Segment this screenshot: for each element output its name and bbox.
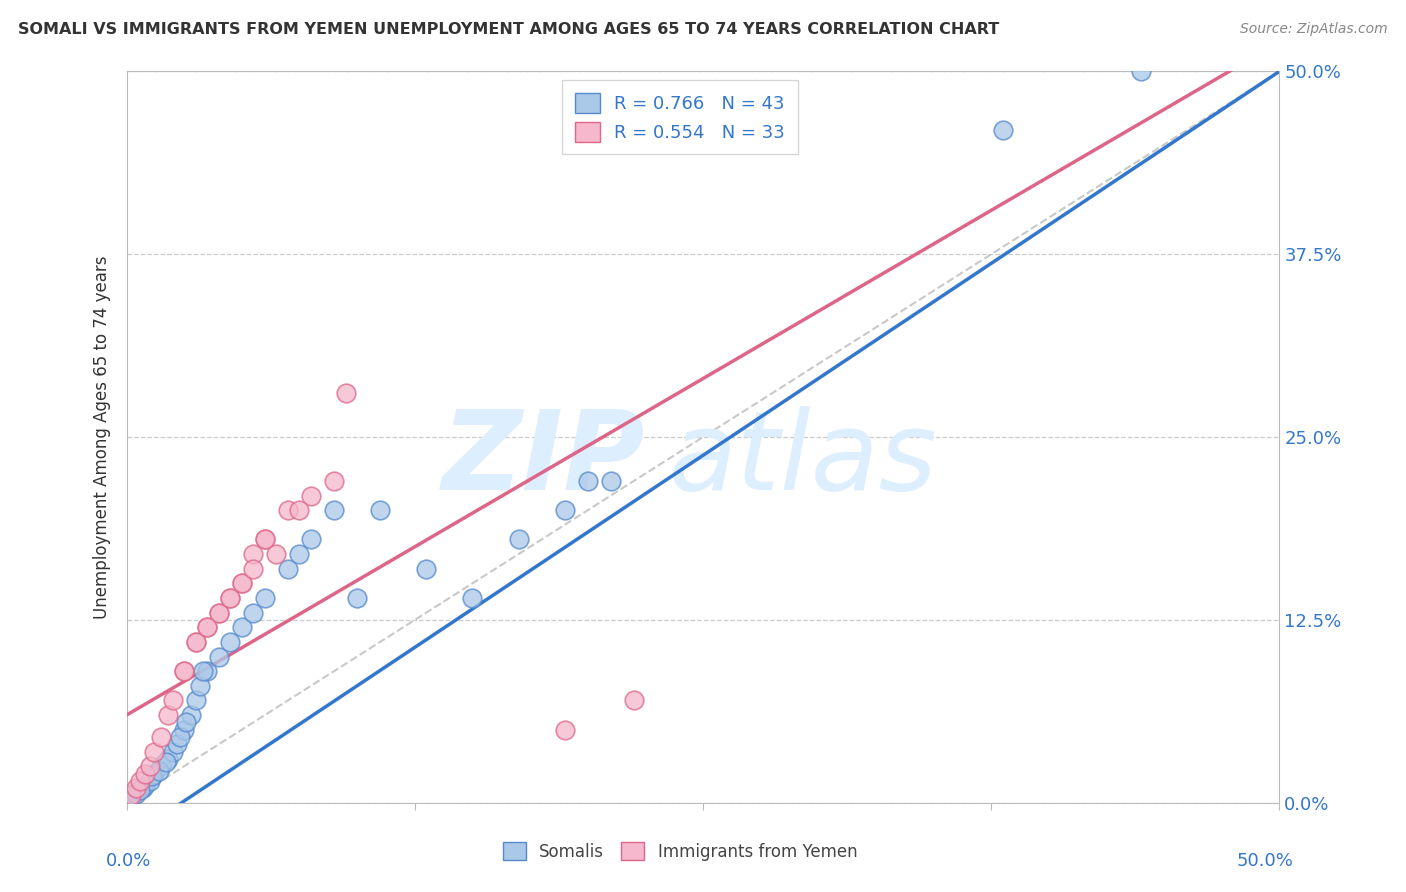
Legend: Somalis, Immigrants from Yemen: Somalis, Immigrants from Yemen <box>496 836 863 868</box>
Point <box>576 474 599 488</box>
Point <box>195 620 218 634</box>
Text: 0.0%: 0.0% <box>105 852 150 870</box>
Point <box>253 533 276 547</box>
Point <box>162 745 184 759</box>
Point <box>150 730 173 744</box>
Point <box>299 533 322 547</box>
Point <box>231 576 253 591</box>
Point <box>242 606 264 620</box>
Point <box>508 533 530 547</box>
Point <box>162 693 184 707</box>
Point <box>266 547 288 561</box>
Point <box>242 547 264 561</box>
Point <box>184 635 207 649</box>
Point <box>148 764 170 778</box>
Point <box>219 635 242 649</box>
Point <box>323 503 346 517</box>
Point <box>277 503 299 517</box>
Point <box>134 778 156 792</box>
Text: atlas: atlas <box>668 406 936 513</box>
Point <box>277 562 299 576</box>
Point <box>173 664 195 678</box>
Point <box>122 789 145 803</box>
Point <box>288 547 311 561</box>
Point <box>184 635 207 649</box>
Point <box>129 782 152 797</box>
Point <box>166 737 188 751</box>
Point <box>176 715 198 730</box>
Text: SOMALI VS IMMIGRANTS FROM YEMEN UNEMPLOYMENT AMONG AGES 65 TO 74 YEARS CORRELATI: SOMALI VS IMMIGRANTS FROM YEMEN UNEMPLOY… <box>18 22 1000 37</box>
Point <box>208 606 231 620</box>
Text: ZIP: ZIP <box>441 406 645 513</box>
Point <box>180 708 202 723</box>
Point <box>368 503 391 517</box>
Point <box>299 489 322 503</box>
Point <box>242 562 264 576</box>
Point <box>150 759 173 773</box>
Point <box>461 591 484 605</box>
Point <box>554 723 576 737</box>
Point <box>1130 64 1153 78</box>
Text: Source: ZipAtlas.com: Source: ZipAtlas.com <box>1240 22 1388 37</box>
Point <box>127 784 149 798</box>
Point <box>143 745 166 759</box>
Point <box>599 474 621 488</box>
Point <box>288 503 311 517</box>
Point <box>195 664 218 678</box>
Point <box>991 123 1014 137</box>
Point <box>335 386 357 401</box>
Point <box>173 664 195 678</box>
Point <box>323 474 346 488</box>
Point <box>155 755 177 769</box>
Point <box>219 591 242 605</box>
Point <box>623 693 645 707</box>
Point <box>120 791 142 805</box>
Point <box>129 773 152 788</box>
Point <box>188 679 211 693</box>
Point <box>191 664 214 678</box>
Point <box>253 591 276 605</box>
Point <box>231 620 253 634</box>
Point <box>143 766 166 780</box>
Point <box>125 787 148 801</box>
Point <box>208 649 231 664</box>
Y-axis label: Unemployment Among Ages 65 to 74 years: Unemployment Among Ages 65 to 74 years <box>93 255 111 619</box>
Point <box>554 503 576 517</box>
Point <box>120 789 142 803</box>
Point <box>195 620 218 634</box>
Point <box>138 773 160 788</box>
Point <box>219 591 242 605</box>
Point <box>157 752 180 766</box>
Point <box>415 562 437 576</box>
Point <box>157 708 180 723</box>
Point <box>184 693 207 707</box>
Point <box>346 591 368 605</box>
Text: 50.0%: 50.0% <box>1237 852 1294 870</box>
Point <box>208 606 231 620</box>
Point <box>173 723 195 737</box>
Point <box>134 766 156 780</box>
Point <box>231 576 253 591</box>
Point <box>253 533 276 547</box>
Point <box>138 759 160 773</box>
Point <box>131 781 153 796</box>
Point <box>141 769 163 783</box>
Point <box>169 730 191 744</box>
Point <box>125 781 148 796</box>
